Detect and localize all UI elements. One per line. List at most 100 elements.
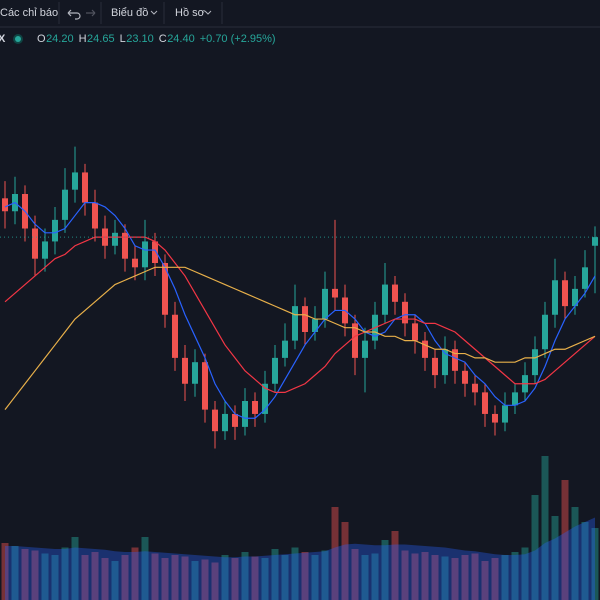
- redo-icon[interactable]: [86, 9, 96, 17]
- candle-body: [402, 301, 408, 324]
- volume-bar: [51, 555, 59, 600]
- volume-bar: [331, 507, 339, 600]
- volume-bar: [551, 516, 559, 600]
- candle-body: [462, 370, 468, 384]
- volume-bar: [451, 558, 459, 600]
- candle-body: [482, 392, 488, 414]
- volume-ma-area: [5, 517, 595, 600]
- volume-bar: [91, 552, 99, 600]
- volume-bar: [201, 559, 209, 600]
- candle-body: [252, 401, 258, 414]
- candle-body: [562, 280, 568, 307]
- volume-bar: [11, 546, 19, 600]
- volume-bar: [141, 537, 149, 600]
- legend-key: O: [37, 33, 46, 45]
- candle-body: [392, 284, 398, 302]
- volume-bar: [341, 522, 349, 600]
- chart-menu[interactable]: Biểu đồ: [111, 7, 148, 19]
- candle-body: [302, 306, 308, 332]
- candle-body: [92, 202, 98, 229]
- candle-body: [152, 241, 158, 263]
- volume-bar: [591, 528, 599, 600]
- volume-bar: [21, 549, 29, 600]
- volume-bar: [561, 480, 569, 600]
- candle-body: [542, 314, 548, 350]
- candle-body: [532, 349, 538, 376]
- volume-bar: [411, 553, 419, 600]
- legend-change: +0.70 (+2.95%): [200, 33, 276, 45]
- candle-body: [552, 280, 558, 315]
- candle-body: [52, 219, 58, 242]
- legend-key: L: [120, 33, 126, 45]
- volume-bar: [501, 555, 509, 600]
- candle-body: [262, 383, 268, 414]
- legend-value: 23.10: [126, 33, 154, 45]
- candle-body: [502, 405, 508, 423]
- candle-body: [582, 267, 588, 289]
- candle-body: [162, 263, 168, 315]
- indicators-button[interactable]: Các chỉ báo: [0, 7, 58, 19]
- volume-bar: [301, 552, 309, 600]
- undo-icon[interactable]: [67, 9, 81, 20]
- candle-body: [122, 232, 128, 259]
- volume-bar: [261, 558, 269, 600]
- candle-body: [442, 349, 448, 376]
- volume-bar: [311, 555, 319, 600]
- volume-bar: [281, 555, 289, 600]
- volume-bar: [221, 555, 229, 600]
- candle-body: [352, 323, 358, 358]
- volume-bar: [581, 522, 589, 600]
- legend-key: H: [79, 33, 87, 45]
- volume-bar: [471, 553, 479, 600]
- volume-bar: [461, 555, 469, 600]
- volume-bar: [111, 561, 119, 600]
- volume-bar: [481, 561, 489, 600]
- volume-bar: [291, 547, 299, 600]
- volume-bar: [31, 550, 39, 600]
- moving-average: [4, 266, 596, 410]
- candle-body: [472, 383, 478, 393]
- candle-body: [32, 228, 38, 259]
- volume-bar: [181, 556, 189, 600]
- volume-bar: [361, 555, 369, 600]
- volume-bar: [371, 553, 379, 600]
- candle-body: [382, 284, 388, 315]
- volume-bar: [211, 562, 219, 600]
- volume-bar: [401, 550, 409, 600]
- symbol: X: [0, 33, 6, 45]
- candle-body: [72, 172, 78, 190]
- candle-body: [82, 172, 88, 203]
- candle-body: [312, 319, 318, 332]
- volume-bar: [511, 552, 519, 600]
- volume-bar: [421, 552, 429, 600]
- volume-bar: [1, 543, 9, 600]
- candle-body: [322, 288, 328, 320]
- candle-body: [112, 232, 118, 246]
- volume-bar: [161, 558, 169, 600]
- volume-bar: [441, 556, 449, 600]
- volume-bar: [131, 547, 139, 600]
- candle-body: [332, 288, 338, 298]
- volume-bar: [381, 540, 389, 600]
- volume-bar: [81, 555, 89, 600]
- volume-bar: [251, 556, 259, 600]
- status-icon: [15, 36, 21, 42]
- candle-body: [62, 189, 68, 220]
- volume-bar: [571, 507, 579, 600]
- candle-body: [362, 340, 368, 358]
- candle-body: [282, 340, 288, 358]
- legend-value: 24.65: [87, 33, 115, 45]
- candle-body: [132, 258, 138, 268]
- candle-body: [192, 362, 198, 384]
- profile-menu[interactable]: Hồ sơ: [175, 7, 205, 19]
- volume-bar: [41, 553, 49, 600]
- volume-bar: [171, 555, 179, 600]
- volume-bar: [491, 558, 499, 600]
- legend: X O 24.20 H 24.65 L 23.10 C 24.40 +0.70 (+2.95%): [0, 33, 276, 45]
- candle-body: [42, 241, 48, 259]
- volume-bar: [61, 547, 69, 600]
- candle-body: [412, 323, 418, 341]
